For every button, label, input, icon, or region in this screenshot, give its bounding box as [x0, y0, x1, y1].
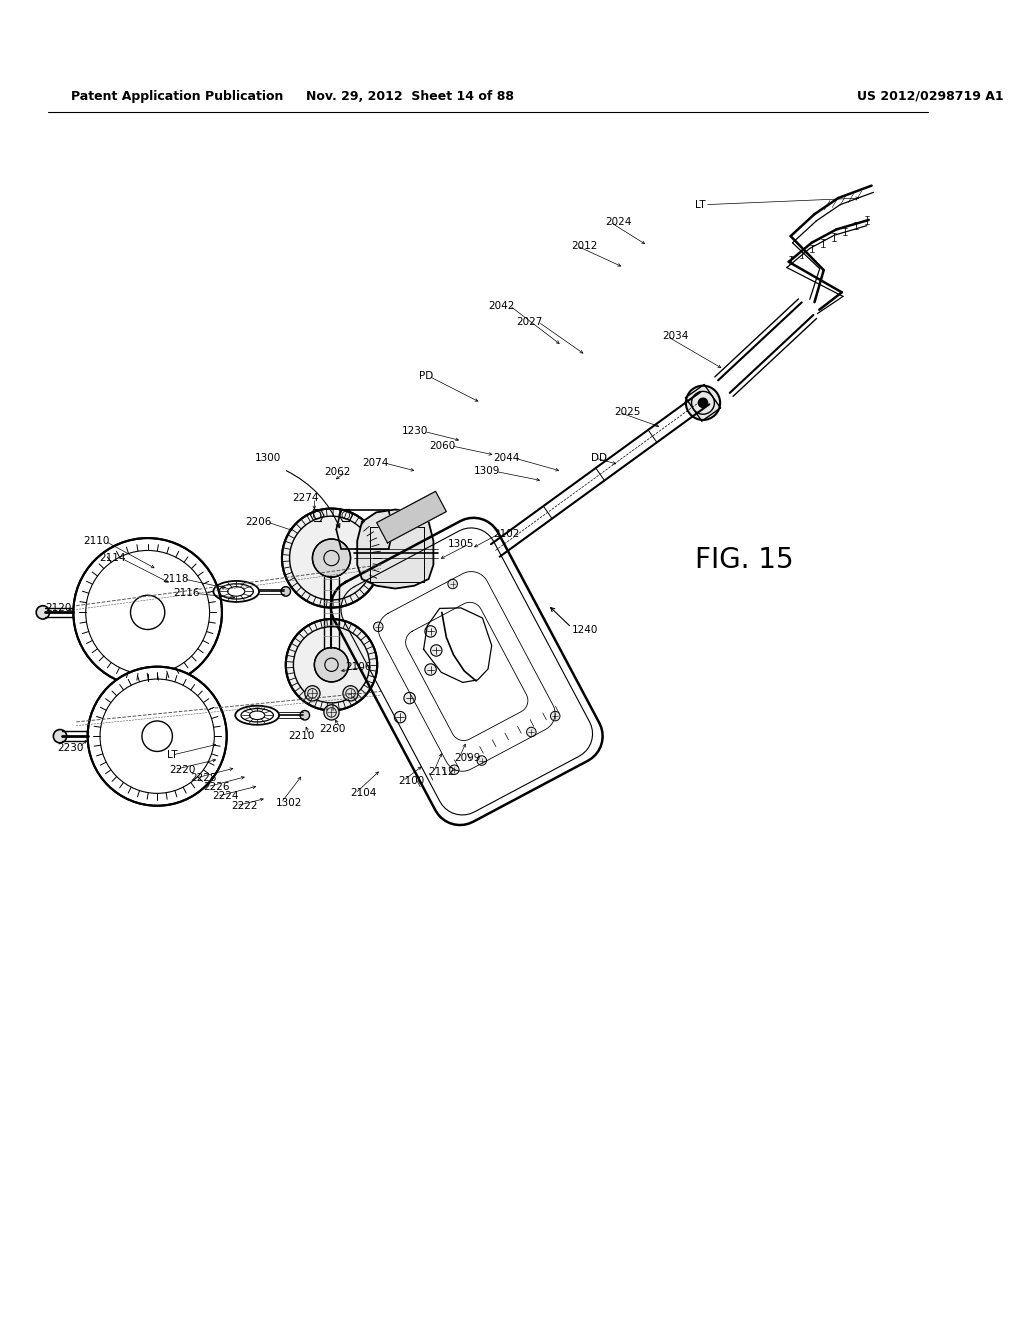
Text: FIG. 15: FIG. 15: [695, 546, 794, 574]
Text: 1240: 1240: [571, 624, 598, 635]
Text: 2060: 2060: [429, 441, 456, 450]
Text: 1309: 1309: [474, 466, 500, 477]
Text: 2260: 2260: [319, 723, 346, 734]
Text: 1302: 1302: [276, 797, 303, 808]
Text: Nov. 29, 2012  Sheet 14 of 88: Nov. 29, 2012 Sheet 14 of 88: [305, 90, 514, 103]
Circle shape: [526, 727, 537, 737]
Text: 2074: 2074: [362, 458, 389, 467]
Text: 2120: 2120: [45, 603, 72, 612]
Circle shape: [74, 539, 222, 686]
Circle shape: [53, 730, 67, 743]
Text: Patent Application Publication: Patent Application Publication: [72, 90, 284, 103]
Circle shape: [698, 399, 708, 408]
Text: LT: LT: [695, 199, 706, 210]
Text: 2034: 2034: [663, 331, 688, 341]
Circle shape: [425, 664, 436, 676]
Text: 2230: 2230: [57, 743, 84, 752]
Text: 2224: 2224: [212, 791, 239, 801]
Text: 2062: 2062: [325, 467, 350, 478]
Circle shape: [686, 385, 720, 420]
Circle shape: [430, 644, 442, 656]
Circle shape: [447, 579, 458, 589]
Circle shape: [88, 667, 226, 805]
Circle shape: [300, 710, 309, 719]
Circle shape: [374, 622, 383, 631]
Text: 2114: 2114: [99, 553, 126, 564]
Text: 2226: 2226: [203, 781, 229, 792]
Text: 1230: 1230: [402, 426, 429, 437]
Circle shape: [477, 756, 486, 766]
Text: 2222: 2222: [231, 801, 258, 810]
Circle shape: [425, 626, 436, 638]
Text: LT: LT: [167, 750, 177, 760]
Text: 2024: 2024: [605, 216, 631, 227]
Text: 2012: 2012: [571, 240, 598, 251]
Circle shape: [324, 705, 339, 719]
Circle shape: [394, 711, 406, 723]
Circle shape: [450, 766, 459, 775]
Text: PD: PD: [419, 371, 433, 381]
Text: 2042: 2042: [488, 301, 514, 310]
Text: 1305: 1305: [447, 539, 474, 549]
Circle shape: [403, 693, 416, 704]
Text: US 2012/0298719 A1: US 2012/0298719 A1: [857, 90, 1004, 103]
Text: 2099: 2099: [455, 754, 480, 763]
Text: 2220: 2220: [170, 764, 196, 775]
Circle shape: [314, 648, 348, 682]
Text: 2027: 2027: [516, 317, 543, 327]
Circle shape: [305, 685, 321, 701]
Text: 2116: 2116: [173, 589, 200, 598]
Text: 2106: 2106: [345, 661, 372, 672]
Text: 2118: 2118: [162, 574, 188, 583]
Text: 2044: 2044: [493, 453, 519, 463]
Text: 2100: 2100: [398, 776, 424, 785]
Circle shape: [286, 619, 377, 710]
Circle shape: [312, 539, 350, 577]
Text: 2274: 2274: [293, 494, 319, 503]
Text: 2102: 2102: [494, 529, 520, 540]
Text: 2110: 2110: [83, 536, 110, 546]
Text: 2210: 2210: [288, 731, 314, 742]
Text: 2206: 2206: [245, 517, 271, 527]
Polygon shape: [377, 491, 446, 543]
Polygon shape: [357, 510, 433, 589]
Text: 1300: 1300: [255, 453, 282, 463]
Circle shape: [343, 685, 358, 701]
Text: 2112: 2112: [429, 767, 455, 777]
Circle shape: [282, 508, 381, 607]
Text: 2025: 2025: [614, 408, 641, 417]
Circle shape: [281, 586, 291, 597]
Text: 2228: 2228: [190, 774, 217, 783]
Circle shape: [36, 606, 49, 619]
Text: DD: DD: [591, 453, 606, 463]
Text: 2104: 2104: [350, 788, 377, 799]
Circle shape: [551, 711, 560, 721]
